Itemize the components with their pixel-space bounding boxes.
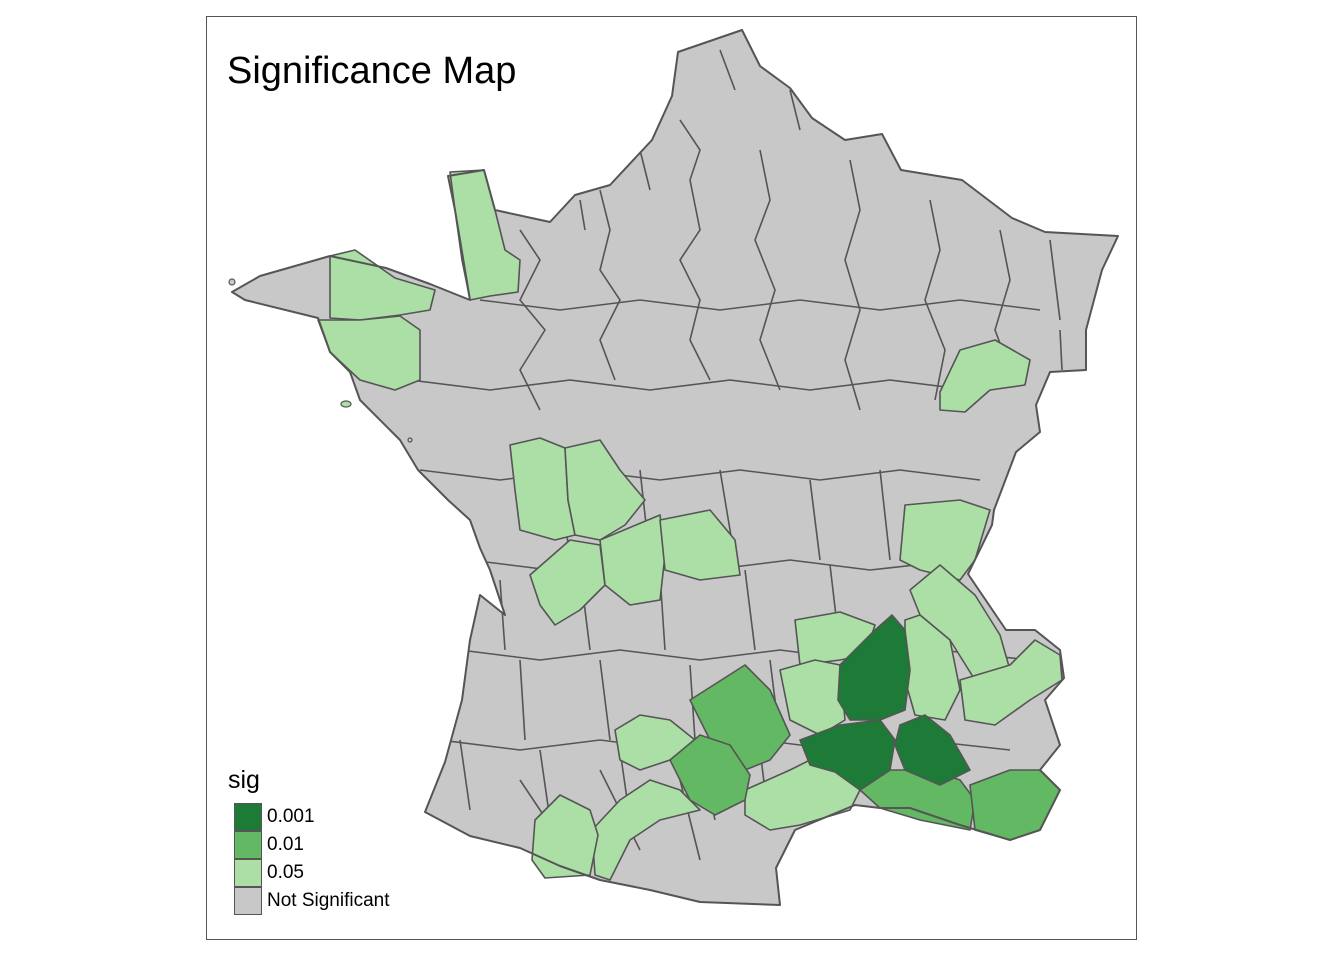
department-drome [837, 614, 911, 721]
france-outline [231, 29, 1119, 906]
legend-item-005: 0.05 [228, 859, 390, 887]
department-indre [564, 439, 646, 541]
department-haute-garonne [591, 779, 701, 881]
department-morbihan [317, 315, 421, 391]
legend: sig 0.001 0.01 0.05 Not Significant [228, 766, 390, 915]
department-herault [744, 759, 861, 831]
department-haute-vienne [529, 539, 606, 626]
island [407, 437, 413, 443]
legend-swatch-not-significant [234, 887, 262, 915]
legend-title: sig [228, 766, 260, 794]
legend-label-001: 0.01 [267, 834, 304, 855]
legend-item-001: 0.01 [228, 831, 390, 859]
department-tarn [669, 734, 751, 816]
legend-label-not-significant: Not Significant [267, 890, 390, 911]
map-title: Significance Map [227, 50, 517, 92]
department-lozere [779, 659, 846, 736]
department-allier [659, 509, 741, 581]
legend-swatch-005 [234, 859, 262, 887]
department-creuse [599, 514, 666, 606]
island [340, 400, 352, 408]
legend-swatch-0001 [234, 803, 262, 831]
department-cotes-armor [329, 249, 436, 321]
department-var [969, 769, 1061, 841]
department-gard [799, 719, 896, 791]
legend-label-0001: 0.001 [267, 806, 315, 827]
legend-swatch-001 [234, 831, 262, 859]
legend-item-not-significant: Not Significant [228, 887, 390, 915]
legend-item-0001: 0.001 [228, 803, 390, 831]
department-haute-saone-area [939, 339, 1031, 413]
legend-label-005: 0.05 [267, 862, 304, 883]
department-vaucluse [894, 714, 971, 786]
island [228, 278, 236, 286]
department-gers-area [531, 794, 599, 879]
department-savoie-area [899, 499, 991, 581]
